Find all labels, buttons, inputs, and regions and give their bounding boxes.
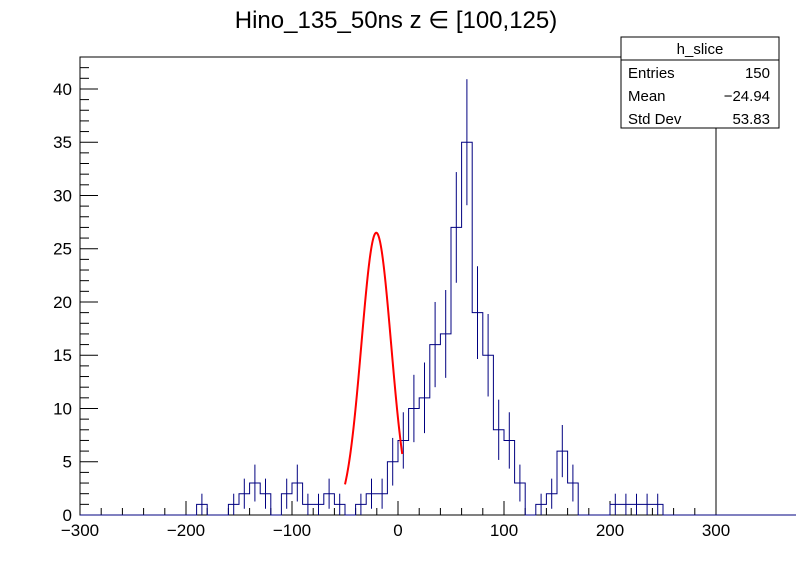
stats-mean-value: −24.94 [724, 88, 770, 105]
stats-stddev-value: 53.83 [732, 111, 770, 128]
stats-entries-value: 150 [745, 65, 770, 82]
stats-box: h_slice Entries 150 Mean −24.94 Std Dev … [620, 36, 780, 129]
stats-box-title: h_slice [677, 41, 724, 58]
y-axis-labels: 0 5 10 15 20 25 30 35 40 [53, 80, 72, 525]
histogram-outline [80, 141, 796, 516]
x-tick-label: −300 [61, 521, 99, 540]
y-tick-label: 30 [53, 186, 72, 205]
x-tick-label: −100 [273, 521, 311, 540]
stats-stddev-label: Std Dev [628, 111, 682, 128]
y-tick-label: 5 [63, 453, 72, 472]
x-tick-label: 0 [393, 521, 402, 540]
y-tick-label: 25 [53, 240, 72, 259]
stats-box-frame [620, 36, 780, 129]
y-tick-label: 20 [53, 293, 72, 312]
stats-mean-label: Mean [628, 88, 666, 105]
x-axis-labels: −300 −200 −100 0 100 200 300 [61, 521, 730, 540]
y-tick-label: 10 [53, 399, 72, 418]
x-tick-label: 100 [490, 521, 518, 540]
x-tick-label: 200 [596, 521, 624, 540]
x-tick-label: −200 [167, 521, 205, 540]
x-tick-label: 300 [702, 521, 730, 540]
y-tick-label: 35 [53, 133, 72, 152]
chart-title: Hino_135_50ns z ∈ [100,125) [235, 7, 557, 34]
gaussian-fit-curve [344, 231, 404, 485]
y-tick-label: 15 [53, 346, 72, 365]
error-bars [201, 79, 659, 515]
y-tick-label: 0 [63, 506, 72, 525]
y-tick-label: 40 [53, 80, 72, 99]
stats-entries-label: Entries [628, 65, 675, 82]
